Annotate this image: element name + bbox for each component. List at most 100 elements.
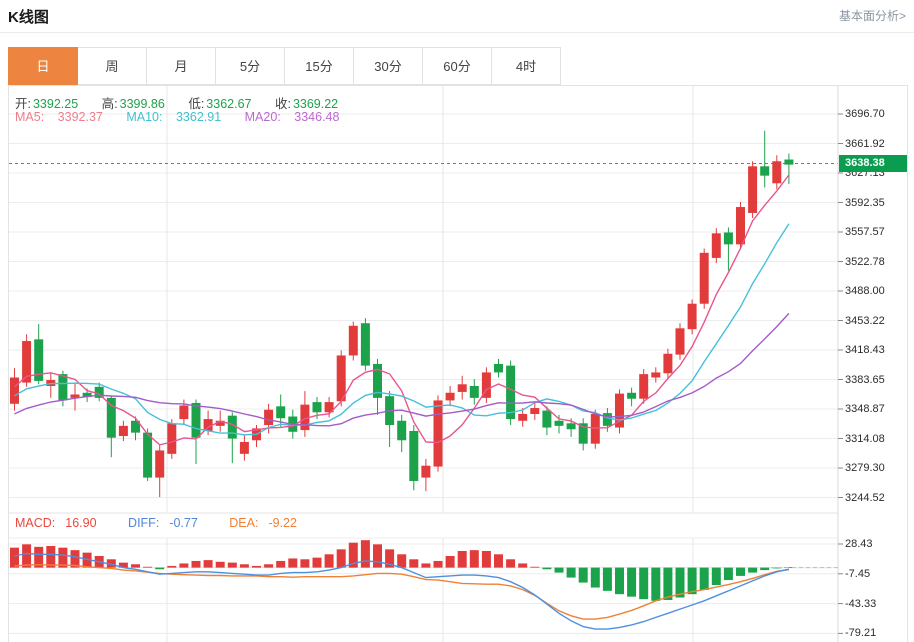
macd-bar xyxy=(70,550,80,568)
macd-bar xyxy=(239,564,249,568)
macd-bar xyxy=(494,554,503,568)
fundamental-analysis-link[interactable]: 基本面分析> xyxy=(838,9,906,23)
ma-header: MA5: 3392.37 MA10: 3362.91 MA20: 3346.48 xyxy=(15,110,359,124)
candle xyxy=(615,393,624,428)
macd-axis-label: -7.45 xyxy=(845,567,871,580)
candle xyxy=(469,385,479,398)
candle xyxy=(421,465,431,478)
macd-bar xyxy=(227,562,237,568)
macd-axis-label: -43.33 xyxy=(845,597,877,610)
price-axis-label: 3348.87 xyxy=(845,403,885,415)
ma10-value: 3362.91 xyxy=(175,110,222,124)
tab-15分[interactable]: 15分 xyxy=(284,47,354,85)
candle xyxy=(94,386,104,398)
macd-bar xyxy=(578,567,588,583)
candle xyxy=(106,397,116,438)
candle xyxy=(143,432,153,478)
macd-bar xyxy=(312,557,322,568)
macd-bar xyxy=(324,554,334,568)
price-axis-label: 3557.57 xyxy=(845,226,885,238)
macd-axis-label: 28.43 xyxy=(845,537,873,550)
macd-bar xyxy=(106,559,116,568)
macd-bar xyxy=(203,560,213,568)
macd-bar xyxy=(627,567,637,597)
candle xyxy=(602,413,612,426)
macd-bar xyxy=(506,559,516,568)
macd-bar xyxy=(687,567,697,595)
candle xyxy=(409,430,419,481)
candle xyxy=(554,420,564,426)
dea-label: DEA: xyxy=(229,516,259,530)
macd-bar xyxy=(46,546,56,568)
macd-header: MACD: 16.90 DIFF: -0.77 DEA: -9.22 xyxy=(15,516,317,530)
price-axis-label: 3314.08 xyxy=(845,432,885,445)
tab-4时[interactable]: 4时 xyxy=(491,47,561,85)
ma20-label: MA20: xyxy=(244,110,281,124)
candle xyxy=(70,394,80,398)
candle xyxy=(336,355,346,402)
candle xyxy=(155,450,165,478)
macd-label: MACD: xyxy=(15,516,56,530)
tab-日[interactable]: 日 xyxy=(8,47,78,85)
macd-bar xyxy=(22,544,32,568)
diff-label: DIFF: xyxy=(128,516,160,530)
macd-bar xyxy=(167,565,177,568)
price-axis-label: 3592.35 xyxy=(845,196,885,209)
open-label: 开: xyxy=(15,97,31,111)
candle xyxy=(723,232,733,245)
price-axis-label: 3488.00 xyxy=(845,285,885,297)
close-label: 收: xyxy=(274,97,291,111)
candle xyxy=(711,233,721,258)
macd-bar xyxy=(348,542,358,568)
macd-bar xyxy=(433,560,443,568)
tab-60分[interactable]: 60分 xyxy=(422,47,492,85)
candle xyxy=(772,161,782,184)
candle xyxy=(578,423,588,444)
candle xyxy=(118,425,128,437)
macd-bar xyxy=(457,550,467,568)
macd-bar xyxy=(385,549,395,568)
tab-周[interactable]: 周 xyxy=(77,47,147,85)
close-value: 3369.22 xyxy=(292,97,339,111)
tab-30分[interactable]: 30分 xyxy=(353,47,423,85)
macd-bar xyxy=(760,567,770,571)
ma5-line xyxy=(14,174,790,446)
candle xyxy=(651,372,661,378)
macd-bar xyxy=(155,567,165,570)
macd-bar xyxy=(118,562,128,568)
candle xyxy=(639,374,649,399)
dea-line xyxy=(14,563,790,620)
price-axis-label: 3661.92 xyxy=(845,137,885,150)
diff-value: -0.77 xyxy=(169,516,198,530)
macd-bar xyxy=(409,559,419,568)
price-axis-label: 3279.30 xyxy=(845,462,885,474)
candle xyxy=(530,408,540,414)
candle xyxy=(215,420,225,426)
macd-bar xyxy=(639,567,649,600)
candle xyxy=(457,384,467,392)
macd-bar xyxy=(736,567,745,576)
candle xyxy=(239,441,249,454)
candle xyxy=(22,341,32,383)
candle xyxy=(312,402,322,413)
candle xyxy=(373,363,382,398)
diff-line xyxy=(14,552,790,630)
candle xyxy=(191,402,201,438)
ma20-value: 3346.48 xyxy=(294,110,340,124)
candle xyxy=(445,392,455,401)
macd-bar xyxy=(360,540,370,568)
macd-bar xyxy=(675,567,685,598)
tab-月[interactable]: 月 xyxy=(146,47,216,85)
tab-5分[interactable]: 5分 xyxy=(215,47,285,85)
macd-value: 16.90 xyxy=(65,516,97,530)
candle xyxy=(324,402,334,413)
candle xyxy=(276,406,286,419)
macd-bar xyxy=(554,567,564,573)
low-label: 低: xyxy=(188,97,205,111)
price-axis-label: 3383.65 xyxy=(845,373,885,386)
open-value: 3392.25 xyxy=(32,97,79,111)
candle xyxy=(300,404,310,431)
candle xyxy=(566,423,576,430)
candle xyxy=(760,166,770,176)
